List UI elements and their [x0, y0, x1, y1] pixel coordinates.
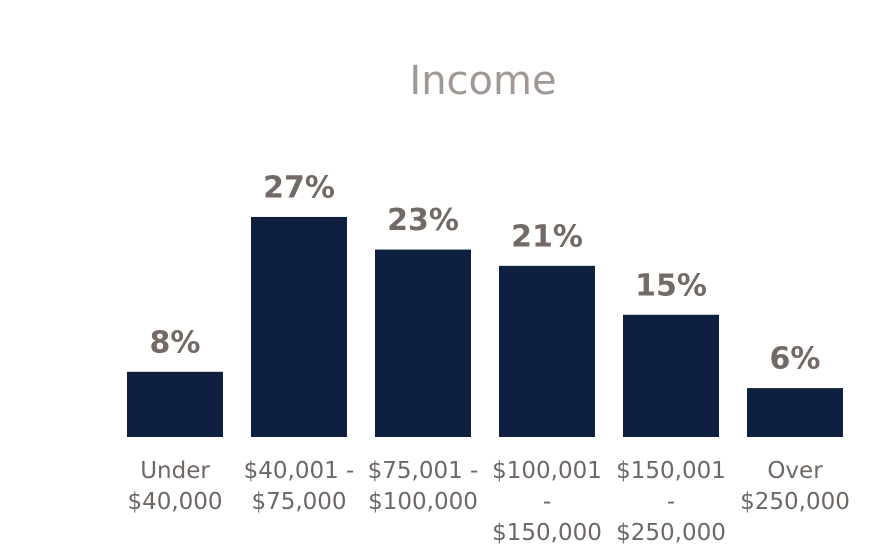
value-label: 8%	[150, 325, 201, 360]
value-label: 23%	[387, 203, 459, 238]
bar	[375, 249, 471, 437]
bar	[127, 371, 223, 437]
category-label: $150,001 - $250,000	[616, 458, 726, 546]
value-label: 21%	[511, 219, 583, 254]
category-label: Over $250,000	[740, 458, 850, 515]
chart-title: Income	[409, 58, 556, 104]
category-label: $75,001 - $100,000	[367, 458, 479, 515]
value-label: 15%	[635, 268, 707, 303]
value-label: 6%	[770, 342, 821, 377]
category-label: $40,001 - $75,000	[243, 458, 355, 515]
category-label: Under $40,000	[127, 458, 223, 515]
category-label: $100,001 - $150,000	[492, 458, 602, 546]
bar	[747, 388, 843, 437]
bar	[623, 314, 719, 437]
value-label: 27%	[263, 170, 335, 205]
bar	[251, 216, 347, 437]
bar	[499, 265, 595, 437]
